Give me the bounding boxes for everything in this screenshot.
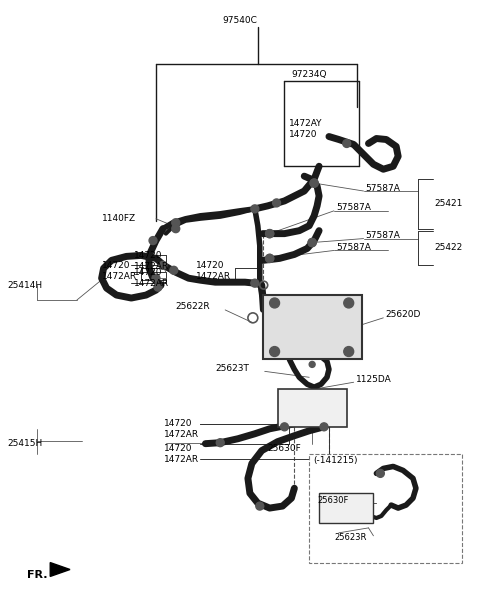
Circle shape	[376, 470, 384, 477]
Text: 14720: 14720	[134, 251, 163, 260]
Text: 14720: 14720	[164, 420, 192, 429]
Circle shape	[172, 225, 180, 232]
Circle shape	[344, 347, 354, 356]
Circle shape	[344, 298, 354, 308]
Text: 14720: 14720	[134, 268, 163, 277]
Bar	[263, 295, 361, 359]
Text: 25414H: 25414H	[8, 281, 43, 290]
Text: 25623R: 25623R	[335, 533, 367, 542]
Text: 1472AR: 1472AR	[164, 430, 199, 439]
Text: 25622R: 25622R	[176, 302, 210, 311]
Text: 1472AR: 1472AR	[134, 262, 169, 271]
Text: 14720: 14720	[289, 130, 318, 139]
Circle shape	[308, 238, 316, 246]
Text: 25630F: 25630F	[317, 495, 348, 504]
Circle shape	[172, 219, 180, 227]
Text: 25630F: 25630F	[268, 444, 301, 453]
Circle shape	[343, 140, 351, 147]
Text: 97540C: 97540C	[223, 16, 257, 25]
Circle shape	[270, 298, 279, 308]
Text: 25415H: 25415H	[8, 439, 43, 448]
Text: 25623T: 25623T	[216, 364, 249, 373]
Text: 1472AY: 1472AY	[289, 119, 323, 128]
Text: 97234Q: 97234Q	[291, 70, 327, 79]
Circle shape	[152, 275, 160, 282]
Text: 1125DA: 1125DA	[356, 375, 391, 383]
Text: 57587A: 57587A	[336, 203, 371, 213]
Circle shape	[309, 361, 315, 367]
Bar	[277, 389, 347, 427]
Circle shape	[170, 266, 178, 275]
Text: 25620D: 25620D	[385, 311, 420, 320]
Text: 25421: 25421	[435, 199, 463, 208]
Text: 1472AR: 1472AR	[195, 272, 231, 281]
Circle shape	[216, 439, 224, 447]
Text: 57587A: 57587A	[336, 243, 371, 252]
Text: 1472AR: 1472AR	[102, 272, 137, 281]
Text: FR.: FR.	[27, 571, 48, 580]
Circle shape	[251, 205, 259, 213]
Text: 14720: 14720	[164, 444, 192, 453]
Text: 25422: 25422	[435, 243, 463, 252]
Bar	[309, 453, 462, 562]
Text: 1472AR: 1472AR	[164, 455, 199, 464]
Circle shape	[149, 237, 157, 244]
Bar	[319, 493, 373, 523]
Circle shape	[266, 230, 274, 238]
Text: 14720: 14720	[102, 261, 130, 270]
Text: 14720: 14720	[195, 261, 224, 270]
Circle shape	[159, 261, 167, 269]
Text: (-141215): (-141215)	[313, 456, 358, 465]
Circle shape	[266, 255, 274, 262]
Circle shape	[270, 347, 279, 356]
Text: 1140FZ: 1140FZ	[102, 214, 136, 223]
Polygon shape	[50, 562, 70, 577]
Text: 57587A: 57587A	[366, 231, 400, 240]
Circle shape	[251, 279, 259, 287]
Text: 57587A: 57587A	[366, 184, 400, 193]
Circle shape	[256, 502, 264, 510]
Circle shape	[320, 423, 328, 431]
Text: 1472AR: 1472AR	[134, 279, 169, 288]
Circle shape	[280, 423, 288, 431]
Circle shape	[310, 179, 318, 187]
Circle shape	[273, 199, 280, 207]
Circle shape	[154, 283, 162, 291]
